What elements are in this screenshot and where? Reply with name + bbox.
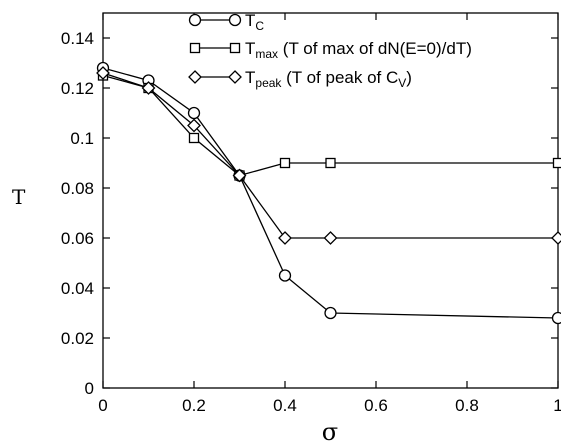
legend-subscript: max [255, 47, 278, 61]
data-point-diamond [551, 231, 561, 245]
plot-frame [102, 12, 559, 389]
y-tick-label: 0 [85, 379, 94, 398]
legend-entry-1: Tmax (T of max of dN(E=0)/dT) [189, 39, 472, 61]
x-tick-label: 0.2 [182, 396, 206, 415]
legend-marker-square [229, 42, 241, 54]
series-layer [96, 61, 561, 325]
x-axis-label: σ [322, 418, 338, 443]
legend-marker-diamond [228, 70, 242, 84]
x-tick-label: 0 [98, 396, 107, 415]
legend-label: Tmax (T of max of dN(E=0)/dT) [245, 39, 472, 61]
series-0 [96, 61, 561, 325]
x-tick-label: 0.8 [455, 396, 479, 415]
y-axis-label: T [12, 185, 26, 209]
data-point-square [279, 157, 291, 169]
y-tick-label: 0.02 [61, 329, 94, 348]
series-line-2 [102, 72, 558, 239]
data-point-diamond [141, 81, 156, 95]
x-tick-label: 1 [553, 396, 561, 415]
legend-marker-diamond [188, 70, 202, 84]
legend-entry-0: TC [188, 11, 264, 33]
legend-label: TC [245, 11, 264, 33]
legend-subscript: V [398, 76, 406, 90]
legend-text-part: T [245, 11, 255, 30]
legend-marker-square [189, 42, 201, 54]
series-1 [97, 70, 561, 181]
legend-label: Tpeak (T of peak of CV) [245, 68, 412, 90]
data-point-square [188, 132, 200, 144]
y-tick-label: 0.1 [70, 129, 94, 148]
data-point-diamond [232, 168, 247, 183]
y-tick-label: 0.12 [61, 79, 94, 98]
legend-subscript: peak [255, 76, 282, 90]
data-point-circle [324, 306, 337, 320]
data-point-square [552, 157, 561, 169]
legend-text-part: T [245, 39, 255, 58]
legend-marker-circle [228, 13, 242, 27]
series-2 [96, 66, 561, 245]
legend-text-part: T [245, 68, 255, 87]
data-point-circle [187, 106, 201, 120]
data-point-diamond [187, 118, 201, 133]
legend-marker-circle [188, 13, 202, 27]
y-tick-label: 0.14 [61, 29, 94, 48]
legend-text-part: (T of peak of C [281, 68, 398, 87]
legend-entry-2: Tpeak (T of peak of CV) [188, 68, 412, 90]
legend-subscript: C [255, 19, 264, 33]
data-point-square [325, 157, 336, 169]
y-tick-label: 0.06 [61, 229, 94, 248]
data-point-circle [278, 269, 292, 282]
data-point-diamond [323, 231, 338, 245]
legend-text-part: (T of max of dN(E=0)/dT) [278, 39, 472, 58]
x-tick-label: 0.4 [273, 396, 297, 415]
y-tick-label: 0.04 [61, 279, 94, 298]
x-tick-label: 0.6 [364, 396, 388, 415]
data-point-diamond [278, 231, 292, 245]
data-point-circle [551, 311, 561, 325]
legend-text-part: ) [406, 68, 412, 87]
y-tick-label: 0.08 [61, 179, 94, 198]
data-point-diamond [96, 66, 110, 80]
series-line-0 [102, 67, 559, 319]
axis-ticks: 0 0.2 0.4 0.6 0.8 1 0 0.02 0.04 0.06 0.08 0.1 0.12 0.… [61, 13, 561, 415]
